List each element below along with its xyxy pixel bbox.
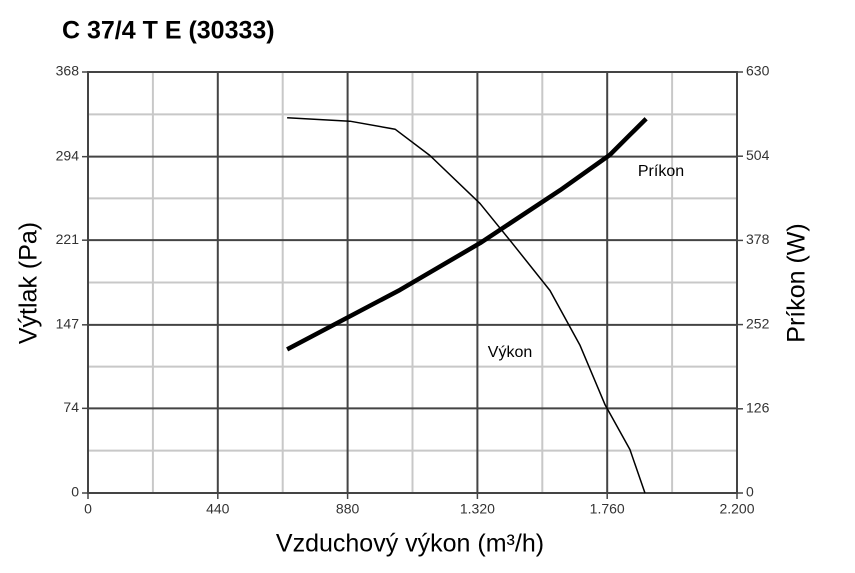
x-tick-label: 880 — [336, 501, 360, 517]
y2-tick-label: 630 — [746, 63, 770, 79]
series-line — [287, 117, 646, 494]
y-tick-label: 368 — [56, 63, 80, 79]
y2-axis-label: Príkon (W) — [783, 223, 811, 342]
x-tick-label: 440 — [206, 501, 230, 517]
x-tick-label: 1.320 — [460, 501, 495, 517]
y2-tick-label: 504 — [746, 147, 770, 163]
y-axis-label: Výtlak (Pa) — [15, 222, 43, 344]
y2-tick-label: 378 — [746, 231, 770, 247]
y2-tick-label: 252 — [746, 315, 770, 331]
x-tick-label: 0 — [84, 501, 92, 517]
y-tick-label: 147 — [56, 316, 80, 332]
plot-frame — [87, 71, 738, 494]
series-label: Výkon — [488, 344, 532, 361]
y2-tick-label: 126 — [746, 400, 770, 416]
y-tick-label: 221 — [56, 231, 80, 247]
chart-title: C 37/4 T E (30333) — [62, 17, 275, 45]
y2-tick-label: 0 — [746, 484, 754, 500]
x-tick-label: 2.200 — [719, 501, 754, 517]
y-tick-label: 74 — [63, 399, 79, 415]
y-tick-label: 294 — [56, 147, 80, 163]
x-tick-label: 1.760 — [590, 501, 625, 517]
series-label: Príkon — [638, 163, 684, 180]
series-line — [286, 117, 648, 352]
x-axis-label: Vzduchový výkon (m³/h) — [276, 530, 544, 558]
y-tick-label: 0 — [71, 484, 79, 500]
